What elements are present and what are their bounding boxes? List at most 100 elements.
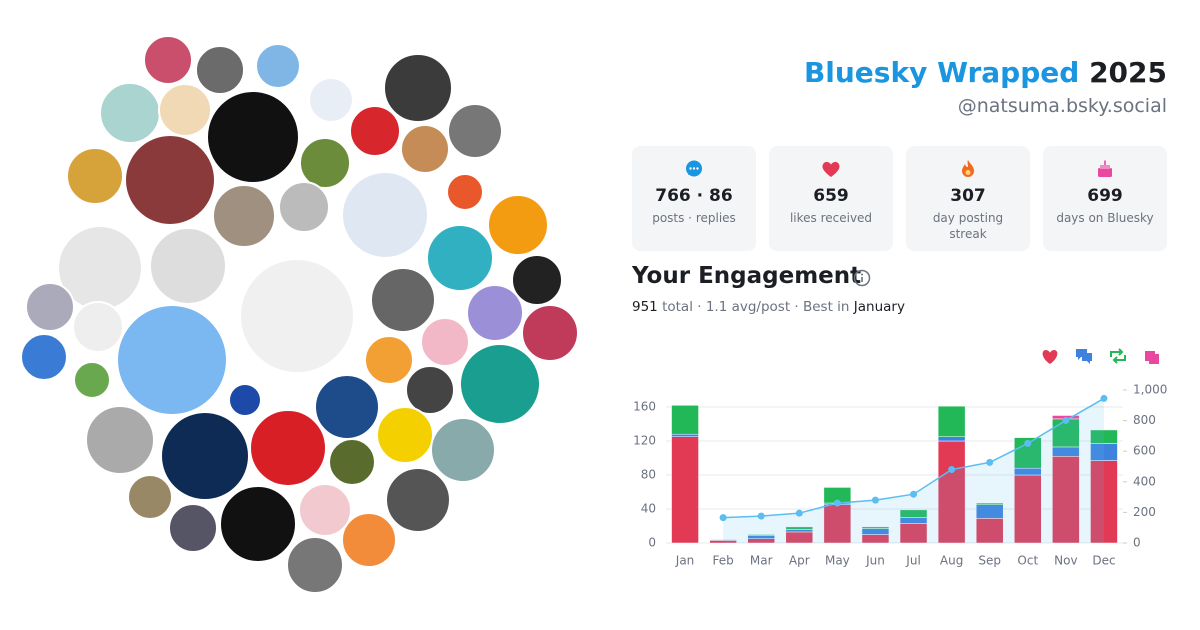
avatar [364, 335, 414, 385]
y2-tick-label: 600 [1133, 444, 1156, 458]
line-point [757, 512, 765, 520]
avatar [383, 53, 453, 123]
title: Bluesky Wrapped 2025 [804, 56, 1167, 89]
x-tick-label: Sep [978, 554, 1001, 568]
avatar [299, 137, 351, 189]
avatar [228, 383, 262, 417]
stat-label: posts · replies [652, 211, 736, 225]
y2-tick-label: 1,000 [1133, 383, 1167, 397]
avatar [341, 171, 429, 259]
line-point [1024, 439, 1032, 447]
bar-segment [975, 518, 1004, 544]
avatar [376, 406, 434, 464]
x-tick-label: Jan [675, 554, 695, 568]
avatar [20, 333, 68, 381]
bar-segment [785, 526, 814, 530]
stat-label: likes received [789, 211, 873, 225]
bar-segment [823, 504, 852, 544]
line-point [986, 458, 994, 466]
bar-segment [937, 436, 966, 442]
avatar [160, 411, 250, 501]
y2-tick-label: 0 [1133, 536, 1141, 550]
bar-segment [937, 405, 966, 437]
x-tick-label: Jun [865, 554, 885, 568]
avatar [249, 409, 327, 487]
stat-value: 766 · 86 [655, 186, 733, 206]
stat-card: 699 days on Bluesky [1043, 146, 1167, 251]
line-point [719, 514, 727, 522]
area-fill [723, 398, 1104, 543]
icon [1098, 160, 1112, 177]
info-icon[interactable] [852, 268, 872, 288]
avatar [158, 83, 212, 137]
legend-icon[interactable] [1145, 351, 1159, 364]
bar-segment [899, 509, 928, 518]
avatar [446, 173, 484, 211]
x-tick-label: Mar [750, 554, 773, 568]
avatar [511, 254, 563, 306]
x-tick-label: Apr [789, 554, 810, 568]
stat-card: 659 likes received [769, 146, 893, 251]
avatar [385, 467, 451, 533]
avatar [73, 361, 111, 399]
x-tick-label: Oct [1017, 554, 1038, 568]
y-tick-label: 0 [648, 536, 656, 550]
stat-value: 699 [1087, 186, 1123, 206]
avatar [116, 304, 228, 416]
legend-icon[interactable] [1076, 349, 1092, 364]
avatar [426, 224, 494, 292]
avatar [212, 184, 276, 248]
avatar [278, 181, 330, 233]
icon [686, 160, 702, 177]
bar-segment [1090, 460, 1118, 544]
bar-segment [1014, 474, 1042, 544]
stat-card: 307 day posting streak [906, 146, 1030, 251]
bar-segment [671, 433, 699, 438]
avatar [206, 90, 300, 184]
avatar [314, 374, 380, 440]
title-text: Bluesky Wrapped [803, 56, 1080, 89]
x-tick-label: Aug [940, 554, 963, 568]
avatar [99, 82, 161, 144]
avatar [255, 43, 301, 89]
y2-tick-label: 800 [1133, 413, 1156, 427]
line-point [795, 509, 803, 517]
avatar [219, 485, 297, 563]
avatar [25, 282, 75, 332]
stat-value: 307 [950, 186, 986, 206]
line-point [948, 466, 956, 474]
legend-icon[interactable] [1042, 350, 1058, 364]
avatar [308, 77, 354, 123]
avatar [72, 301, 124, 353]
line-point [833, 499, 841, 507]
avatar [124, 134, 216, 226]
bar-segment [975, 502, 1004, 505]
section-heading: Your Engagement [632, 263, 862, 289]
avatar [149, 227, 227, 305]
legend-icon[interactable] [1110, 348, 1126, 364]
icon [822, 161, 840, 177]
avatar [341, 512, 397, 568]
x-tick-label: Dec [1092, 554, 1115, 568]
bar-segment [823, 486, 852, 488]
y2-tick-label: 200 [1133, 505, 1156, 519]
line-point [871, 496, 879, 504]
avatar [447, 103, 503, 159]
avatar [168, 503, 218, 553]
stat-card: 766 · 86 posts · replies [632, 146, 756, 251]
bar-segment [671, 405, 699, 435]
avatar [521, 304, 579, 362]
avatar [420, 317, 470, 367]
summary-text: total · 1.1 avg/post · Best in [662, 299, 850, 315]
avatar [127, 474, 173, 520]
bar-segment [747, 534, 775, 536]
avatar [405, 365, 455, 415]
avatar [430, 417, 496, 483]
bar-segment [937, 440, 966, 544]
bar-segment [1052, 456, 1080, 544]
line-point [1062, 416, 1070, 424]
summary: 951 total · 1.1 avg/post · Best in Janua… [632, 299, 905, 315]
line-point [1100, 394, 1108, 402]
